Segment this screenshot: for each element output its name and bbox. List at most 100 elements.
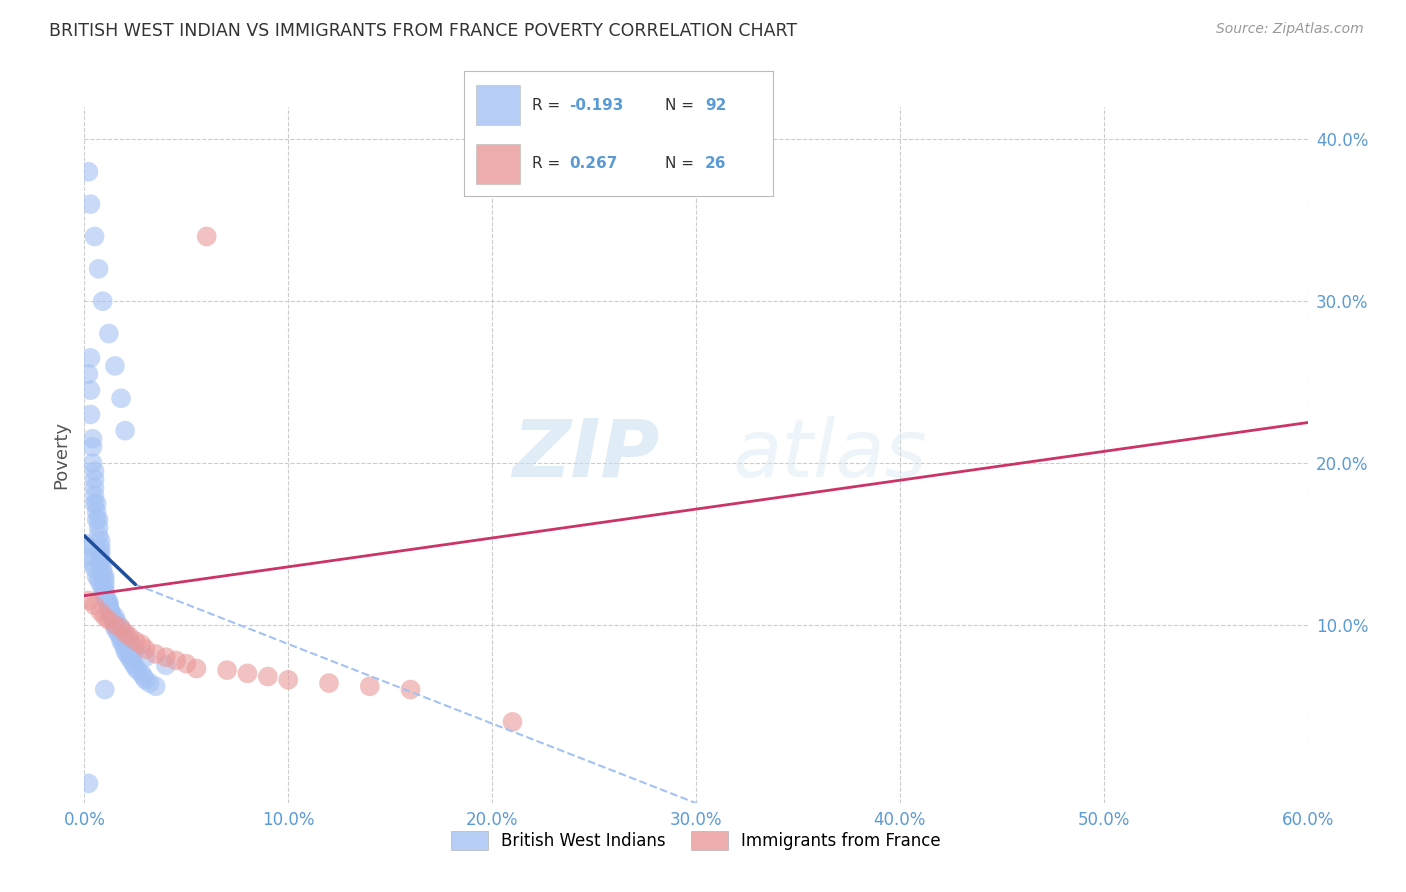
Point <box>100 605 122 619</box>
Point <box>114 627 136 641</box>
Point <box>91 566 114 580</box>
Point <box>83 561 105 575</box>
Point <box>83 496 105 510</box>
Point <box>86 496 108 510</box>
Point <box>186 661 208 675</box>
Point <box>120 653 142 667</box>
Point <box>104 621 127 635</box>
Point <box>165 653 187 667</box>
Point <box>87 513 110 527</box>
Point <box>77 776 100 790</box>
Point <box>104 617 127 632</box>
Point <box>114 626 136 640</box>
Point <box>135 642 157 657</box>
Point <box>217 663 239 677</box>
Point <box>131 666 153 681</box>
Point <box>502 714 524 729</box>
Text: N =: N = <box>665 156 699 171</box>
Point <box>83 229 105 244</box>
Point <box>124 660 146 674</box>
Point <box>79 351 101 365</box>
Point <box>93 682 115 697</box>
Point <box>93 573 115 587</box>
Point <box>104 359 127 373</box>
Point <box>399 682 422 697</box>
Point <box>77 540 100 554</box>
Point <box>104 617 127 632</box>
Point <box>277 673 299 687</box>
Point <box>174 657 197 671</box>
Point <box>87 529 110 543</box>
Point <box>118 650 141 665</box>
Legend: British West Indians, Immigrants from France: British West Indians, Immigrants from Fr… <box>444 824 948 857</box>
Point <box>97 613 120 627</box>
Point <box>86 504 108 518</box>
Point <box>135 673 157 687</box>
Text: 92: 92 <box>706 97 727 112</box>
Text: 26: 26 <box>706 156 727 171</box>
Point <box>114 424 136 438</box>
Point <box>83 488 105 502</box>
Point <box>86 569 108 583</box>
Point <box>86 513 108 527</box>
Point <box>124 642 146 657</box>
Point <box>82 557 104 571</box>
Point <box>90 553 112 567</box>
Point <box>82 432 104 446</box>
Point <box>131 637 153 651</box>
Point <box>83 464 105 478</box>
Text: R =: R = <box>531 97 565 112</box>
Point <box>83 472 105 486</box>
Point <box>97 595 120 609</box>
Point <box>145 679 167 693</box>
Point <box>104 609 127 624</box>
Point <box>112 637 135 651</box>
Point <box>82 456 104 470</box>
Point <box>114 643 136 657</box>
Point <box>135 650 157 665</box>
Point <box>93 585 115 599</box>
Point <box>100 605 122 619</box>
Point <box>90 549 112 564</box>
Point <box>110 392 132 406</box>
Point <box>145 647 167 661</box>
Point <box>236 666 259 681</box>
Point <box>124 634 146 648</box>
FancyBboxPatch shape <box>477 85 520 125</box>
Point <box>87 521 110 535</box>
Point <box>105 624 128 639</box>
Text: R =: R = <box>531 156 569 171</box>
Point <box>83 480 105 494</box>
Text: Source: ZipAtlas.com: Source: ZipAtlas.com <box>1216 22 1364 37</box>
Point <box>91 294 114 309</box>
Point <box>101 611 124 625</box>
Point <box>90 545 112 559</box>
Point <box>90 533 112 548</box>
Point <box>82 440 104 454</box>
Point <box>318 676 340 690</box>
Point <box>93 569 115 583</box>
Point <box>93 577 115 591</box>
Point <box>118 629 141 643</box>
Point <box>75 537 97 551</box>
Text: BRITISH WEST INDIAN VS IMMIGRANTS FROM FRANCE POVERTY CORRELATION CHART: BRITISH WEST INDIAN VS IMMIGRANTS FROM F… <box>49 22 797 40</box>
Point <box>96 593 118 607</box>
Point <box>91 582 114 597</box>
Text: N =: N = <box>665 97 699 112</box>
Point <box>93 582 115 597</box>
Point <box>90 557 112 571</box>
Point <box>93 589 115 603</box>
Point <box>114 640 136 655</box>
Point <box>79 197 101 211</box>
Point <box>93 589 115 603</box>
Point <box>359 679 381 693</box>
Text: 0.267: 0.267 <box>569 156 617 171</box>
Point <box>93 609 115 624</box>
Text: ZIP: ZIP <box>512 416 659 494</box>
Point <box>110 631 132 645</box>
Point <box>79 383 101 397</box>
Point <box>77 593 100 607</box>
Point <box>257 670 280 684</box>
Point <box>110 621 132 635</box>
Point <box>90 605 112 619</box>
